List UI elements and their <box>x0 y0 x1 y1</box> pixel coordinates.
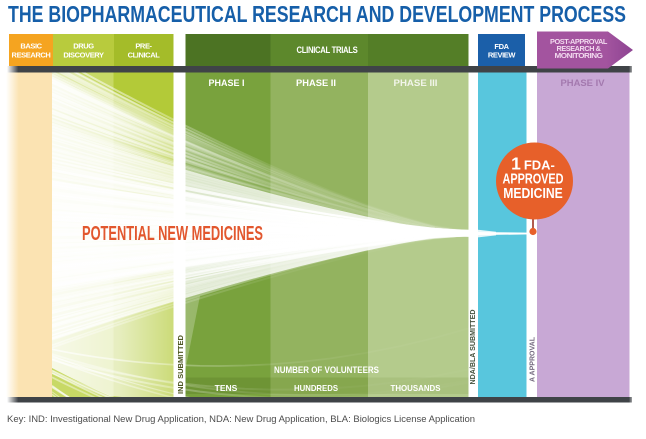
svg-text:NUMBER OF VOLUNTEERS: NUMBER OF VOLUNTEERS <box>274 365 379 375</box>
svg-text:PHASE IV: PHASE IV <box>561 78 606 89</box>
svg-text:Key: IND: Investigational New: Key: IND: Investigational New Drug Appli… <box>7 414 475 425</box>
svg-text:TENS: TENS <box>215 383 238 393</box>
svg-text:POST-APPROVAL: POST-APPROVAL <box>550 39 608 46</box>
svg-text:BASIC: BASIC <box>20 42 42 51</box>
svg-text:DRUG: DRUG <box>73 42 94 51</box>
svg-text:FDA: FDA <box>494 42 509 51</box>
svg-text:RESEARCH &: RESEARCH & <box>557 46 601 53</box>
svg-text:PHASE I: PHASE I <box>209 78 245 89</box>
svg-text:APPROVED: APPROVED <box>503 171 564 188</box>
svg-text:PHASE II: PHASE II <box>296 78 336 89</box>
svg-text:REVIEW: REVIEW <box>488 51 517 60</box>
svg-text:HUNDREDS: HUNDREDS <box>294 383 338 393</box>
svg-text:POTENTIAL NEW MEDICINES: POTENTIAL NEW MEDICINES <box>82 223 263 245</box>
svg-text:NDA/BLA SUBMITTED: NDA/BLA SUBMITTED <box>468 309 477 385</box>
svg-text:PRE-: PRE- <box>135 42 152 51</box>
svg-text:MEDICINE: MEDICINE <box>503 185 563 202</box>
svg-text:CLINICAL: CLINICAL <box>128 51 161 60</box>
svg-text:THE BIOPHARMACEUTICAL RESEARCH: THE BIOPHARMACEUTICAL RESEARCH AND DEVEL… <box>8 1 626 27</box>
svg-text:MONITORING: MONITORING <box>555 53 604 60</box>
svg-text:CLINICAL TRIALS: CLINICAL TRIALS <box>297 45 358 56</box>
svg-text:IND SUBMITTED: IND SUBMITTED <box>176 334 185 394</box>
svg-text:DISCOVERY: DISCOVERY <box>63 51 104 60</box>
svg-text:PHASE III: PHASE III <box>394 78 438 89</box>
svg-text:RESEARCH: RESEARCH <box>12 51 51 60</box>
svg-text:A APPROVAL: A APPROVAL <box>528 337 537 382</box>
svg-text:THOUSANDS: THOUSANDS <box>391 383 441 393</box>
